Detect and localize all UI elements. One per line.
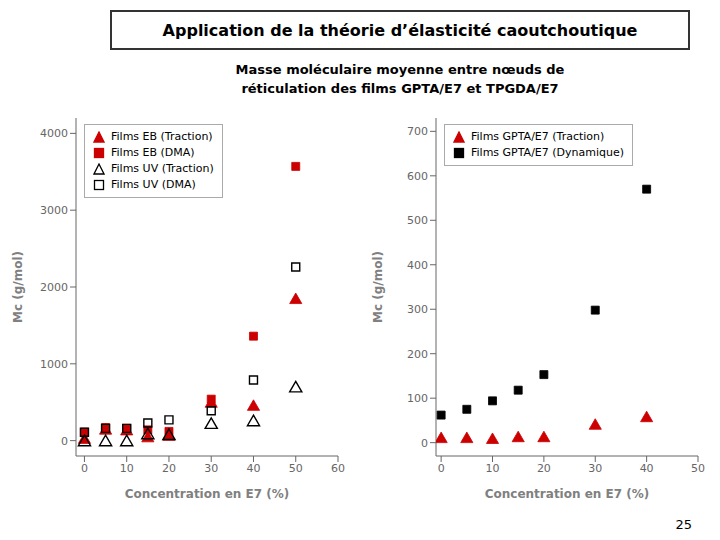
svg-text:0: 0 xyxy=(438,462,445,475)
svg-text:Concentration en E7 (%): Concentration en E7 (%) xyxy=(125,487,290,501)
svg-text:50: 50 xyxy=(289,462,303,475)
html-text:Application de la théorie d’él: Application de la théorie d’élasticité c… xyxy=(162,20,638,40)
svg-text:1000: 1000 xyxy=(40,358,68,371)
svg-text:300: 300 xyxy=(407,303,428,316)
svg-text:0: 0 xyxy=(61,435,68,448)
html-text:Films UV (Traction): Films UV (Traction) xyxy=(111,162,214,175)
html-text:25: 25 xyxy=(675,517,692,532)
svg-text:4000: 4000 xyxy=(40,127,68,140)
html-text:Films UV (DMA): Films UV (DMA) xyxy=(111,178,196,191)
svg-text:100: 100 xyxy=(407,392,428,405)
svg-text:30: 30 xyxy=(588,462,602,475)
svg-text:2000: 2000 xyxy=(40,281,68,294)
svg-text:700: 700 xyxy=(407,125,428,138)
svg-text:30: 30 xyxy=(204,462,218,475)
svg-text:0: 0 xyxy=(421,437,428,450)
svg-text:20: 20 xyxy=(162,462,176,475)
svg-text:Concentration en E7 (%): Concentration en E7 (%) xyxy=(485,487,650,501)
svg-text:40: 40 xyxy=(246,462,260,475)
svg-text:500: 500 xyxy=(407,214,428,227)
svg-text:400: 400 xyxy=(407,259,428,272)
html-text:Masse moléculaire moyenne entr: Masse moléculaire moyenne entre nœuds de xyxy=(235,62,565,77)
html-text:Films EB (DMA): Films EB (DMA) xyxy=(111,146,195,159)
svg-text:40: 40 xyxy=(640,462,654,475)
svg-text:600: 600 xyxy=(407,170,428,183)
html-text:Films EB (Traction): Films EB (Traction) xyxy=(111,130,213,143)
svg-text:20: 20 xyxy=(537,462,551,475)
svg-text:0: 0 xyxy=(81,462,88,475)
svg-text:Mc (g/mol): Mc (g/mol) xyxy=(11,251,25,323)
svg-text:60: 60 xyxy=(331,462,345,475)
html-text:Films GPTA/E7 (Traction): Films GPTA/E7 (Traction) xyxy=(471,130,605,143)
svg-text:50: 50 xyxy=(691,462,705,475)
html-text:Films GPTA/E7 (Dynamique): Films GPTA/E7 (Dynamique) xyxy=(471,146,625,159)
svg-text:Mc (g/mol): Mc (g/mol) xyxy=(371,251,385,323)
svg-text:10: 10 xyxy=(486,462,500,475)
svg-text:200: 200 xyxy=(407,348,428,361)
svg-text:10: 10 xyxy=(120,462,134,475)
svg-text:3000: 3000 xyxy=(40,204,68,217)
html-text:réticulation des films GPTA/E7: réticulation des films GPTA/E7 et TPGDA/… xyxy=(241,81,559,96)
